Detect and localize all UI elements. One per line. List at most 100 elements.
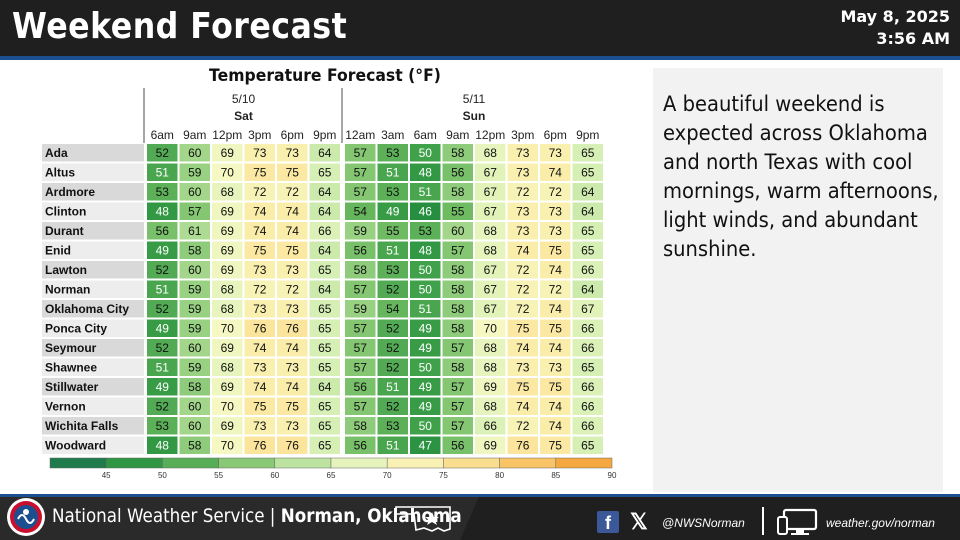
office-name: Norman, Oklahoma <box>280 505 462 527</box>
temperature-cell <box>146 357 179 377</box>
temperature-cell <box>344 279 377 299</box>
temperature-cell <box>344 299 377 319</box>
day-date-label: 5/11 <box>463 92 486 106</box>
temperature-cell <box>243 143 276 163</box>
temperature-cell <box>276 221 309 241</box>
temperature-value: 57 <box>451 380 465 394</box>
legend-tick-label: 75 <box>439 471 448 480</box>
temperature-value: 69 <box>484 380 498 394</box>
temperature-value: 58 <box>451 146 465 160</box>
temperature-value: 54 <box>354 205 368 219</box>
temperature-value: 49 <box>419 380 433 394</box>
location-label-bg <box>42 436 144 454</box>
temperature-cell <box>441 182 474 202</box>
time-label: 12am <box>345 128 375 142</box>
temperature-value: 68 <box>221 185 235 199</box>
temperature-value: 73 <box>516 224 530 238</box>
issue-time: 3:56 AM <box>876 29 950 48</box>
legend-swatch <box>105 457 163 469</box>
location-label: Altus <box>45 166 75 180</box>
chart-title: Temperature Forecast (°F) <box>209 66 441 86</box>
temperature-value: 74 <box>516 341 530 355</box>
temperature-value: 65 <box>318 302 332 316</box>
temperature-cell <box>571 318 604 338</box>
temperature-value: 75 <box>549 380 563 394</box>
temperature-cell <box>276 435 309 455</box>
temperature-value: 69 <box>221 263 235 277</box>
temperature-cell <box>276 357 309 377</box>
temperature-cell <box>308 299 341 319</box>
temperature-cell <box>308 435 341 455</box>
temperature-cell <box>571 357 604 377</box>
temperature-value: 51 <box>156 361 170 375</box>
temperature-value: 66 <box>581 322 595 336</box>
temperature-value: 72 <box>516 185 530 199</box>
temperature-value: 74 <box>549 263 563 277</box>
temperature-cell <box>506 435 539 455</box>
temperature-value: 65 <box>318 419 332 433</box>
temperature-value: 57 <box>451 400 465 414</box>
temperature-cell <box>344 221 377 241</box>
legend-swatch <box>162 457 219 469</box>
time-label: 12pm <box>475 128 505 142</box>
location-label-bg <box>42 339 144 357</box>
oklahoma-star-icon <box>395 506 451 532</box>
computer-monitor-icon <box>777 508 818 535</box>
temperature-value: 49 <box>419 341 433 355</box>
temperature-cell <box>376 201 409 221</box>
temperature-cell <box>539 201 572 221</box>
time-label: 6am <box>151 128 174 142</box>
temperature-value: 56 <box>451 166 465 180</box>
facebook-icon[interactable]: f <box>597 511 619 533</box>
x-icon[interactable]: 𝕏 <box>630 509 648 534</box>
temperature-cell <box>211 377 244 397</box>
temperature-cell <box>276 416 309 436</box>
temperature-cell <box>308 260 341 280</box>
temperature-value: 51 <box>419 185 433 199</box>
temperature-value: 52 <box>386 322 400 336</box>
temperature-cell <box>308 357 341 377</box>
temperature-value: 68 <box>484 341 498 355</box>
temperature-value: 74 <box>253 224 267 238</box>
temperature-value: 65 <box>581 166 595 180</box>
temperature-cell <box>211 182 244 202</box>
location-label-bg <box>42 397 144 415</box>
temperature-value: 74 <box>253 205 267 219</box>
temperature-value: 73 <box>549 146 563 160</box>
temperature-value: 68 <box>484 400 498 414</box>
temperature-value: 69 <box>221 244 235 258</box>
social-handle[interactable]: @NWSNorman <box>662 516 745 530</box>
legend-swatch <box>218 457 276 469</box>
temperature-cell <box>376 221 409 241</box>
temperature-value: 58 <box>188 439 202 453</box>
legend-swatch <box>49 457 107 469</box>
temperature-cell <box>344 377 377 397</box>
temperature-cell <box>571 260 604 280</box>
temperature-cell <box>276 396 309 416</box>
temperature-value: 58 <box>188 380 202 394</box>
temperature-value: 60 <box>188 146 202 160</box>
temperature-cell <box>474 435 507 455</box>
temperature-value: 69 <box>221 380 235 394</box>
temperature-cell <box>441 240 474 260</box>
temperature-value: 73 <box>286 302 300 316</box>
temperature-cell <box>276 182 309 202</box>
temperature-value: 64 <box>318 205 332 219</box>
temperature-value: 74 <box>549 166 563 180</box>
temperature-value: 57 <box>354 166 368 180</box>
temperature-cell <box>376 279 409 299</box>
website-link[interactable]: weather.gov/norman <box>826 516 935 530</box>
temperature-value: 64 <box>318 244 332 258</box>
temperature-cell <box>571 377 604 397</box>
temperature-value: 53 <box>386 185 400 199</box>
temperature-cell <box>146 299 179 319</box>
temperature-value: 73 <box>253 146 267 160</box>
temperature-value: 52 <box>386 400 400 414</box>
legend-tick-label: 45 <box>102 471 111 480</box>
temperature-cell <box>409 221 442 241</box>
temperature-cell <box>539 416 572 436</box>
temperature-cell <box>409 435 442 455</box>
temperature-value: 75 <box>549 244 563 258</box>
temperature-cell <box>243 318 276 338</box>
temperature-cell <box>571 416 604 436</box>
